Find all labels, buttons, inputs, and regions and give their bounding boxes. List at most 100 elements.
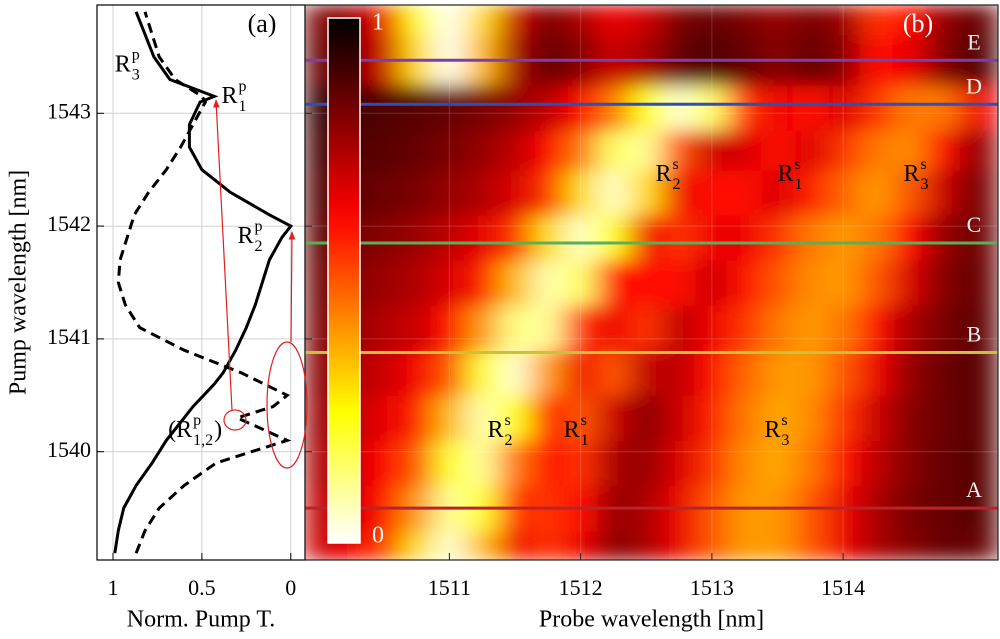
annotation-sub: 3: [132, 67, 140, 84]
heatmap-cell: [957, 305, 998, 351]
heatmap-cell: [564, 130, 598, 171]
annotation: R: [115, 51, 131, 77]
x-tick-label: 0.5: [188, 575, 216, 600]
colorbar: [327, 17, 361, 544]
heatmap-cell: [957, 169, 998, 216]
heatmap-cell: [597, 440, 631, 487]
heatmap-cell: [432, 350, 467, 396]
plot-frame: [96, 4, 306, 561]
annotation: R: [655, 161, 671, 187]
heatmap-cell: [367, 85, 401, 131]
heatmap-cell: [826, 395, 861, 442]
heatmap-cell: [564, 395, 598, 442]
heatmap-cell: [400, 440, 434, 487]
heatmap-cell: [531, 5, 565, 35]
panel-label: (a): [248, 9, 277, 38]
annotation: ): [214, 417, 222, 443]
heatmap-cell: [892, 395, 926, 442]
heatmap-cell: [367, 259, 401, 306]
heatmap-cell: [432, 214, 467, 261]
heatmap-cell: [925, 85, 959, 131]
heatmap-cell: [629, 214, 664, 261]
heatmap-cell: [465, 130, 500, 171]
heatmap-cell: [859, 530, 893, 560]
heatmap-cell: [400, 259, 434, 306]
heatmap-cell: [531, 440, 565, 487]
heatmap-cell: [531, 530, 565, 560]
heatmap-cell: [728, 130, 762, 171]
annotation-sup: s: [795, 156, 801, 173]
heatmap-cell: [564, 5, 598, 35]
heatmap-cell: [531, 85, 565, 131]
heatmap-cell: [465, 350, 500, 396]
reference-line-label: B: [967, 321, 982, 346]
heatmap-cell: [597, 259, 631, 306]
heatmap-cell: [662, 259, 697, 306]
heatmap-cell: [564, 169, 598, 216]
annotation-sup: s: [581, 412, 587, 429]
annotation: R: [487, 417, 503, 443]
heatmap-cell: [564, 85, 598, 131]
heatmap-cell: [695, 214, 729, 261]
annotation: R: [764, 417, 780, 443]
heatmap-cell: [925, 259, 959, 306]
heatmap-cell: [662, 350, 697, 396]
panel-label: (b): [903, 9, 933, 38]
heatmap-cell: [793, 440, 828, 487]
heatmap-cell: [531, 305, 565, 351]
guide-ellipse: [223, 409, 247, 431]
x-tick-label: 1514: [821, 575, 865, 600]
heatmap-cell: [597, 5, 631, 35]
heatmap-cell: [662, 5, 697, 35]
heatmap-cell: [662, 130, 697, 171]
annotation-sub: 1,2: [193, 432, 213, 449]
heatmap-cell: [859, 305, 893, 351]
heatmap-cell: [728, 440, 762, 487]
heatmap-cell: [793, 130, 828, 171]
heatmap-cell: [761, 85, 795, 131]
colorbar-tick-label: 1: [372, 10, 384, 36]
heatmap-cell: [892, 130, 926, 171]
heatmap-cell: [826, 214, 861, 261]
heatmap-cell: [597, 395, 631, 442]
heatmap-cell: [400, 530, 434, 560]
heatmap-cell: [761, 440, 795, 487]
heatmap-cell: [564, 440, 598, 487]
heatmap-cell: [728, 259, 762, 306]
heatmap-cell: [728, 214, 762, 261]
heatmap-cell: [761, 395, 795, 442]
heatmap-cell: [728, 5, 762, 35]
annotation-sub: 2: [672, 176, 680, 193]
heatmap-cell: [662, 440, 697, 487]
heatmap-cell: [400, 85, 434, 131]
heatmap-cell: [465, 169, 500, 216]
heatmap-cell: [498, 5, 533, 35]
heatmap-cell: [498, 305, 533, 351]
x-tick-label: 0: [285, 575, 296, 600]
heatmap-cell: [826, 440, 861, 487]
heatmap-cell: [793, 169, 828, 216]
heatmap-cell: [728, 395, 762, 442]
annotation-sub: 2: [254, 238, 262, 255]
heatmap-cell: [925, 350, 959, 396]
heatmap-cell: [957, 395, 998, 442]
heatmap-cell: [892, 5, 926, 35]
heatmap-cell: [859, 130, 893, 171]
heatmap-cell: [695, 5, 729, 35]
heatmap-cell: [793, 85, 828, 131]
heatmap-cell: [925, 440, 959, 487]
guide-arrows: [213, 99, 308, 469]
heatmap-cell: [597, 530, 631, 560]
annotation-sub: 3: [781, 432, 789, 449]
heatmap-cell: [629, 440, 664, 487]
heatmap-cell: [957, 214, 998, 261]
heatmap-cell: [597, 305, 631, 351]
heatmap-cell: [859, 259, 893, 306]
heatmap-cell: [465, 395, 500, 442]
heatmap-cell: [859, 214, 893, 261]
heatmap-cell: [432, 130, 467, 171]
heatmap-cell: [629, 259, 664, 306]
heatmap-cell: [432, 169, 467, 216]
heatmap-cell: [400, 350, 434, 396]
